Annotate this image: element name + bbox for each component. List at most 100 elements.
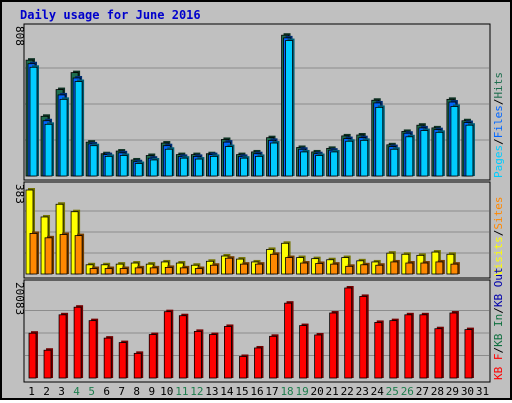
bar-kbytes-kb-f-1-face [28,332,37,379]
bar-hits-files-pages-pages-14-face [225,146,233,177]
bar-kbytes-kb-f-15 [239,354,249,379]
x-tick-label-19: 19 [295,385,308,398]
bar-kbytes-kb-f-3 [58,312,69,379]
bar-visits-sites-sites-17 [270,252,280,275]
bar-kbytes-kb-f-16-face [254,347,262,379]
bar-kbytes-kb-f-16 [254,345,264,379]
bar-hits-files-pages-pages-26 [405,134,415,177]
bar-kbytes-kb-f-10-face [163,311,172,379]
bar-hits-files-pages-pages-6-face [104,155,113,177]
bar-kbytes-kb-f-4 [73,305,84,379]
bar-hits-files-pages-pages-8 [134,161,145,177]
bar-hits-files-pages-pages-28-face [435,131,444,177]
bar-kbytes-kb-f-28 [434,326,444,379]
x-tick-label-26: 26 [401,385,414,398]
bar-hits-files-pages-pages-30-face [465,124,474,177]
x-tick-label-11: 11 [175,385,188,398]
legend-kbytes: KB F/KB In/KB Out [492,267,505,380]
bar-hits-files-pages-pages-21-face [330,151,339,177]
bar-visits-sites-sites-2-face [44,237,53,275]
bar-hits-files-pages-pages-2-face [44,123,53,177]
x-tick-label-13: 13 [205,385,218,398]
legend-item: Sites [492,197,505,230]
bar-visits-sites-sites-21 [330,262,340,275]
bar-kbytes-kb-f-1 [28,331,38,379]
x-tick-label-5: 5 [88,385,95,398]
legend-item: / [492,99,505,106]
bar-visits-sites-sites-20 [315,261,325,275]
x-tick-label-28: 28 [431,385,444,398]
bar-visits-sites-sites-26-face [405,262,414,275]
bar-hits-files-pages-pages-21 [330,149,340,177]
bar-visits-sites-sites-23-face [360,264,369,275]
bar-hits-files-pages-pages-10-face [164,148,173,177]
bar-visits-sites-sites-24-face [375,264,384,275]
bar-hits-files-pages-pages-12 [194,157,205,177]
bar-hits-files-pages-pages-23 [360,138,370,177]
bar-visits-sites-sites-9 [149,265,160,275]
x-tick-label-21: 21 [326,385,339,398]
bar-kbytes-kb-f-15-face [239,356,247,379]
bar-hits-files-pages-pages-1 [29,65,39,177]
legend-item: Hits [492,72,505,99]
bar-kbytes-kb-f-30-face [464,329,473,379]
legend-item: Pages [492,145,505,178]
bar-kbytes-kb-f-7-face [118,342,127,379]
legend-item: / [492,230,505,237]
bar-hits-files-pages-pages-9-face [149,159,158,177]
x-tick-label-30: 30 [461,385,474,398]
bar-hits-files-pages-pages-26-face [405,136,414,177]
bar-kbytes-kb-f-6 [103,336,114,379]
bar-visits-sites-sites-7 [119,266,130,275]
bar-visits-sites-sites-15 [240,262,250,275]
bar-visits-sites-sites-8-face [134,267,143,275]
legend-visits-sites: Visits/Sites [492,197,505,277]
bar-hits-files-pages-pages-15-face [240,157,248,177]
bar-kbytes-kb-f-9 [148,332,159,379]
bar-visits-sites-sites-10-face [164,267,173,275]
bar-visits-sites-sites-13-face [209,264,218,275]
x-tick-label-16: 16 [250,385,263,398]
legend-item: KB F [492,354,505,381]
bar-visits-sites-sites-14-face [225,257,233,275]
bar-hits-files-pages-pages-23-face [360,139,369,177]
bar-visits-sites-sites-19 [300,261,310,275]
bar-hits-files-pages-pages-13-face [209,155,218,177]
bar-visits-sites-sites-28 [435,259,445,275]
bar-kbytes-kb-f-13-face [208,334,217,379]
x-tick-label-1: 1 [28,385,35,398]
bar-visits-sites-sites-22-face [345,265,354,275]
x-tick-label-8: 8 [133,385,140,398]
bar-hits-files-pages-pages-17 [270,141,280,177]
bar-visits-sites-sites-5-face [89,268,98,275]
bar-kbytes-kb-f-24-face [374,322,383,379]
bar-kbytes-kb-f-22 [344,286,354,379]
x-tick-label-9: 9 [148,385,155,398]
bar-kbytes-kb-f-24 [374,320,384,379]
bar-hits-files-pages-pages-29 [450,104,460,177]
bar-hits-files-pages-pages-13 [209,154,220,177]
bar-visits-sites-sites-27-face [420,262,429,275]
bar-kbytes-kb-f-8-face [133,352,142,379]
axis-max-label: 383 [13,184,26,204]
bar-kbytes-kb-f-18-face [284,302,292,379]
bar-kbytes-kb-f-7 [118,340,129,379]
x-tick-label-12: 12 [190,385,203,398]
legend-item: KB Out [492,267,505,307]
bar-visits-sites-sites-16-face [255,263,263,275]
legend-item: / [492,307,505,314]
bar-kbytes-kb-f-20-face [314,334,323,379]
x-tick-label-20: 20 [311,385,324,398]
bar-visits-sites-sites-11-face [179,267,188,275]
bar-kbytes-kb-f-19-face [299,325,307,379]
bar-visits-sites-sites-12-face [194,268,203,275]
bar-kbytes-kb-f-25-face [389,320,398,379]
bar-visits-sites-sites-24 [375,263,385,275]
bar-hits-files-pages-pages-28 [435,130,445,177]
bar-kbytes-kb-f-2 [43,348,54,379]
bar-visits-sites-sites-10 [164,265,175,275]
bar-kbytes-kb-f-12 [193,329,204,379]
bar-hits-files-pages-pages-5-face [89,145,98,177]
x-tick-label-25: 25 [386,385,399,398]
x-tick-label-22: 22 [341,385,354,398]
